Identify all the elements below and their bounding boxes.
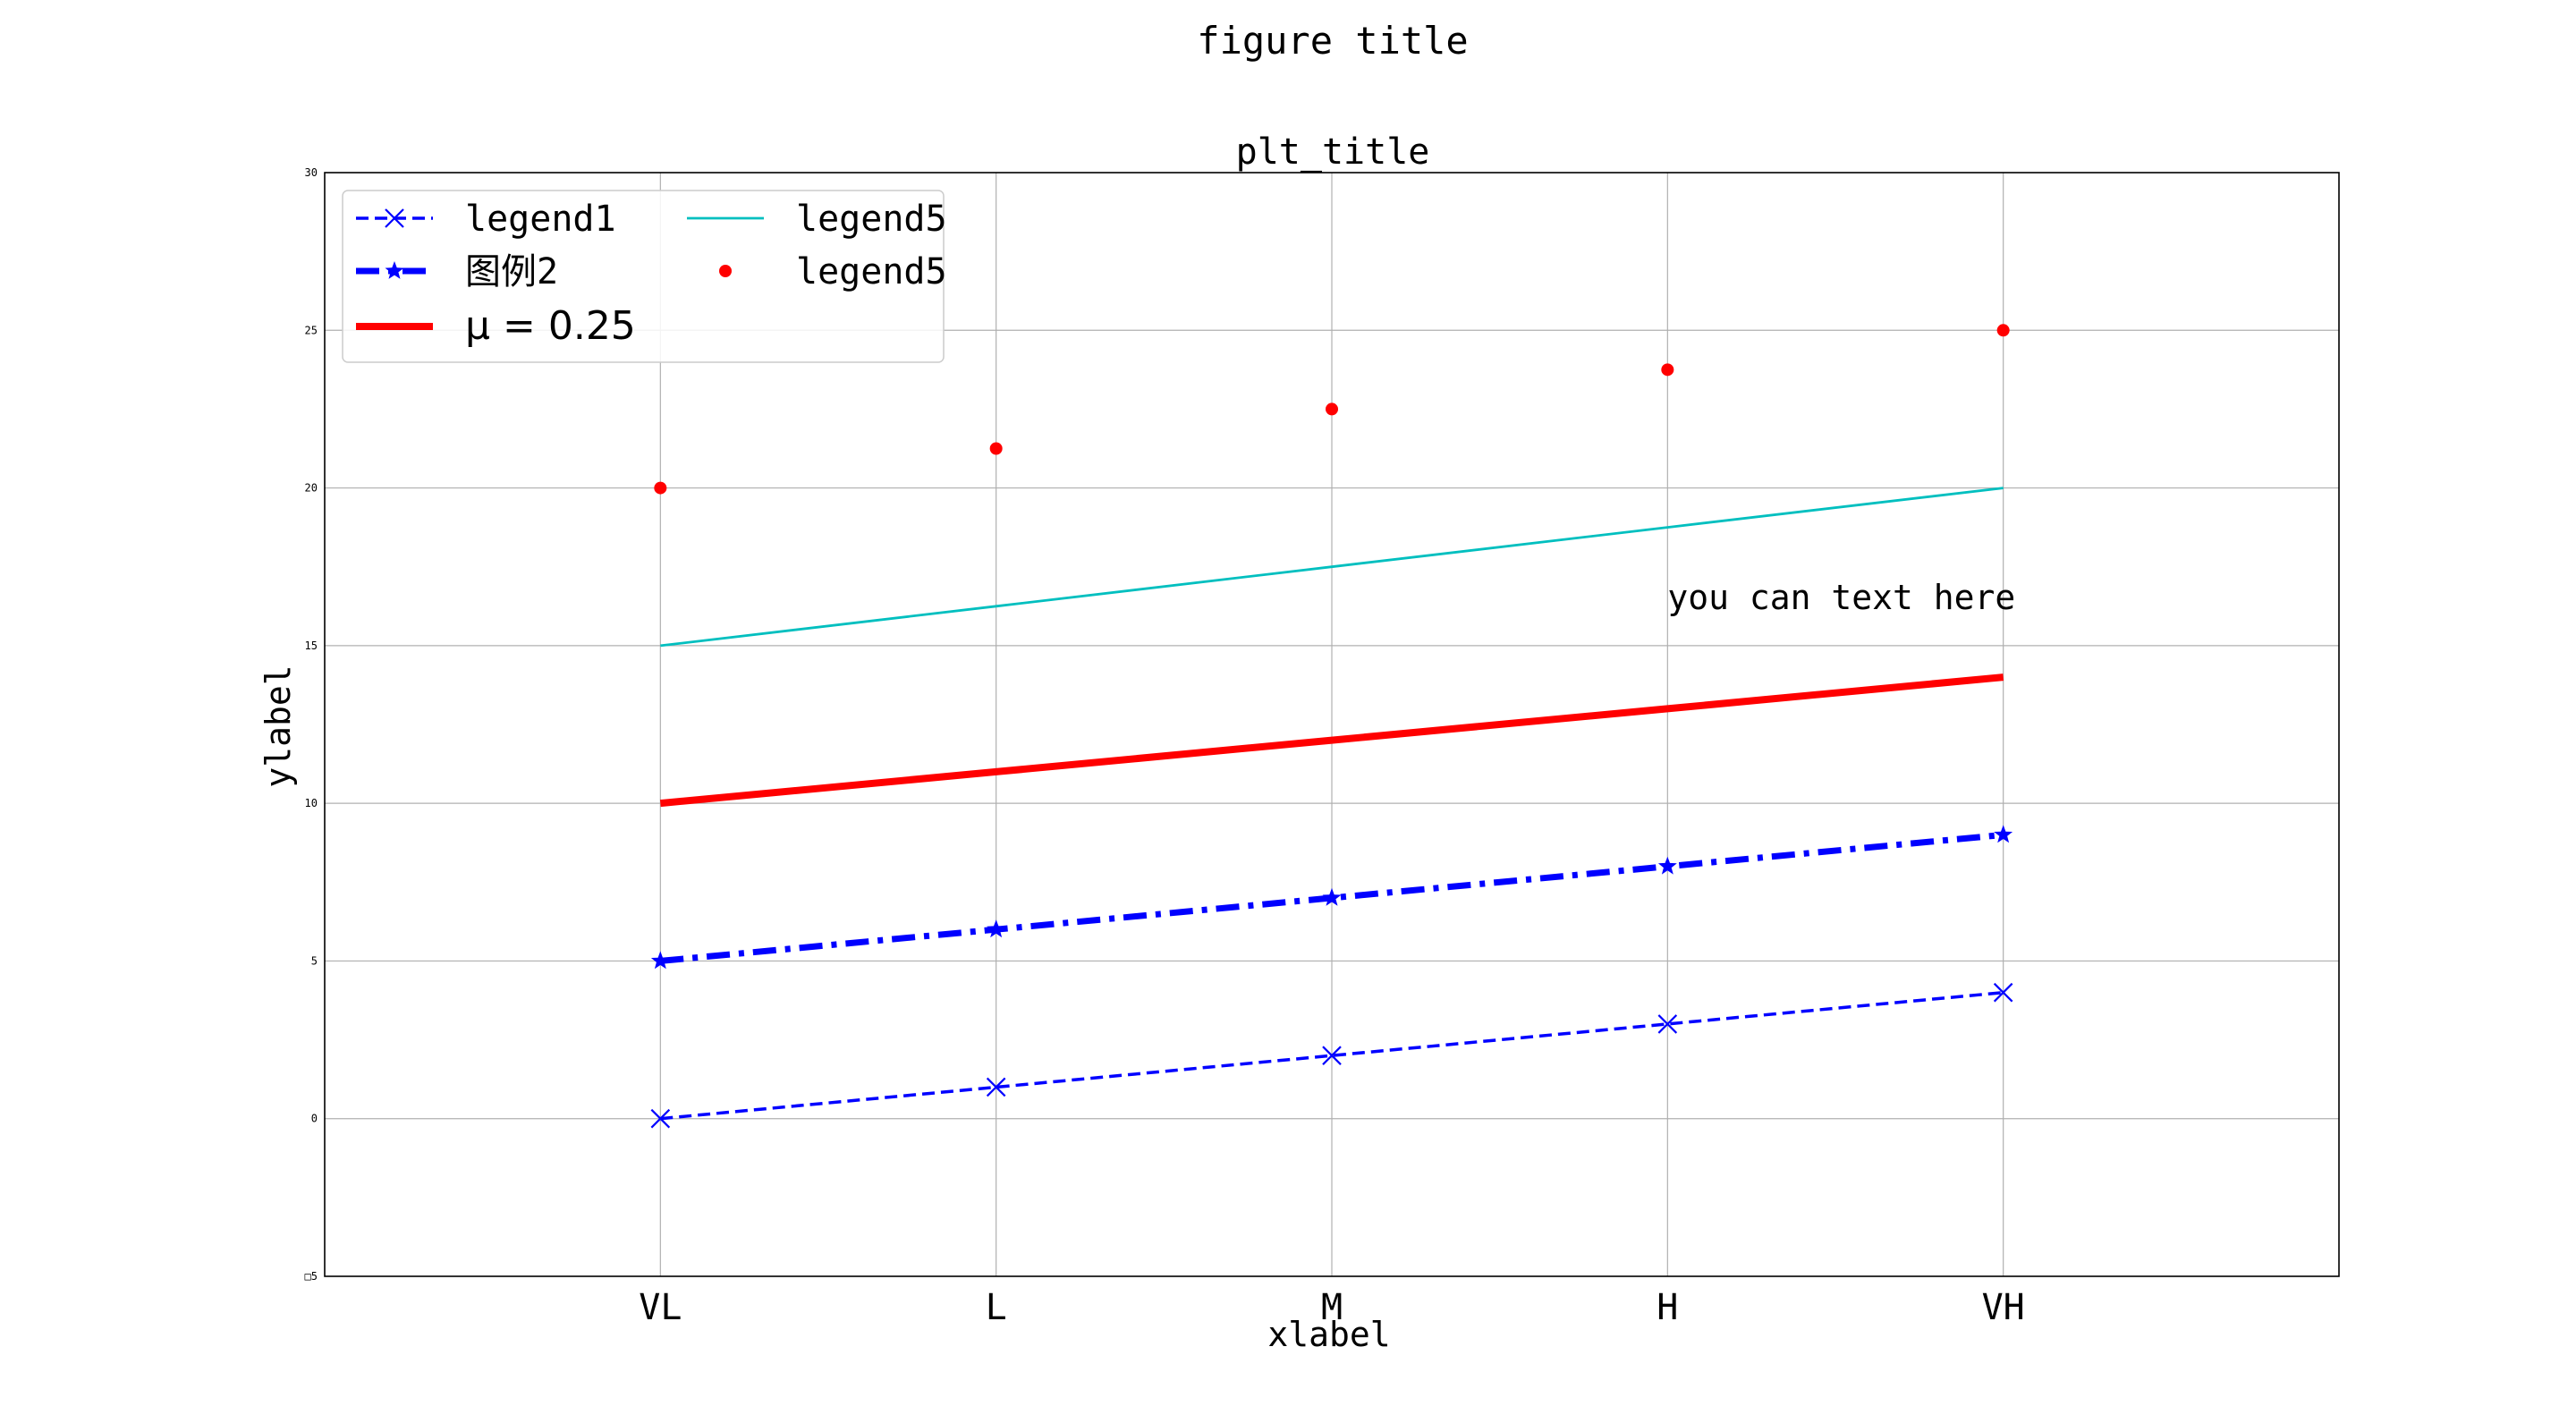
legend-entry-4: legend5 [719,251,947,292]
y-tick-label: 15 [305,640,318,652]
legend-marker [719,265,732,277]
y-tick-label: 30 [305,166,318,179]
series-1 [650,825,2013,970]
x-tick-label: M [1321,1287,1343,1328]
series-2 [659,673,2004,808]
marker-stroke [1993,982,2013,1003]
data-point [654,481,667,495]
marker-stroke [1322,1046,1342,1065]
annotations: you can text here [1667,578,2015,617]
data-point [986,1077,1006,1097]
y-tick-labels: □5 0 5 10 15 20 25 30 [305,166,318,1283]
series-0 [650,982,2013,1129]
data-point [650,951,670,970]
legend-label: legend5 [796,199,947,240]
plot-title: plt_title [1236,131,1430,173]
legend-entry-0: legend1 [356,199,616,240]
marker-stroke [650,1108,671,1129]
legend-entries: legend1 图例2 μ = 0.25 legend5 legend5 [356,199,947,349]
legend-entry-2: μ = 0.25 [356,303,636,349]
data-point [1996,324,2010,337]
legend-entry-1: 图例2 [356,251,558,292]
series-layer [650,324,2013,1129]
legend-box [342,190,945,363]
figure-title: figure title [1197,19,1468,63]
data-point [1661,363,1674,377]
legend-label: 图例2 [465,251,558,292]
y-tick-label: 0 [311,1113,318,1125]
y-tick-label: 25 [305,324,318,336]
y-tick-label: 10 [305,797,318,809]
legend-label: legend5 [796,251,947,292]
annotation-text: you can text here [1667,578,2015,617]
marker-stroke [986,1077,1006,1097]
y-tick-label: 20 [305,482,318,495]
legend-marker [385,261,404,279]
series-line [659,673,2004,808]
data-point [1657,856,1677,875]
x-axis-label: xlabel [1267,1315,1390,1354]
data-point [1993,982,2013,1003]
legend-entry-3: legend5 [687,199,947,240]
series-line [659,831,2004,964]
marker-stroke [1657,1014,1678,1034]
x-tick-label: VL [639,1287,682,1328]
plot-frame [324,172,2340,1277]
series-line [660,487,2004,648]
legend-label: legend1 [465,199,616,240]
data-point [1322,887,1342,906]
data-point [1657,1014,1678,1034]
marker-stroke [385,208,404,228]
data-point [987,919,1006,938]
data-point [650,1108,671,1129]
legend-marker [385,208,404,228]
x-tick-label: VH [1982,1287,2025,1328]
y-tick-label: □5 [305,1270,318,1283]
legend-label: μ = 0.25 [465,303,636,349]
legend: legend1 图例2 μ = 0.25 legend5 legend5 [342,190,947,363]
x-tick-label: H [1657,1287,1678,1328]
x-tick-labels: VL L M H VH [639,1287,2025,1328]
y-axis-label: ylabel [258,665,298,787]
series-3 [660,487,2004,648]
data-point [1322,1046,1342,1065]
x-tick-label: L [986,1287,1007,1328]
data-point [989,442,1003,455]
y-tick-label: 5 [311,954,318,967]
series-4 [654,324,2010,495]
data-point [1994,825,2013,843]
data-point [1326,402,1338,416]
